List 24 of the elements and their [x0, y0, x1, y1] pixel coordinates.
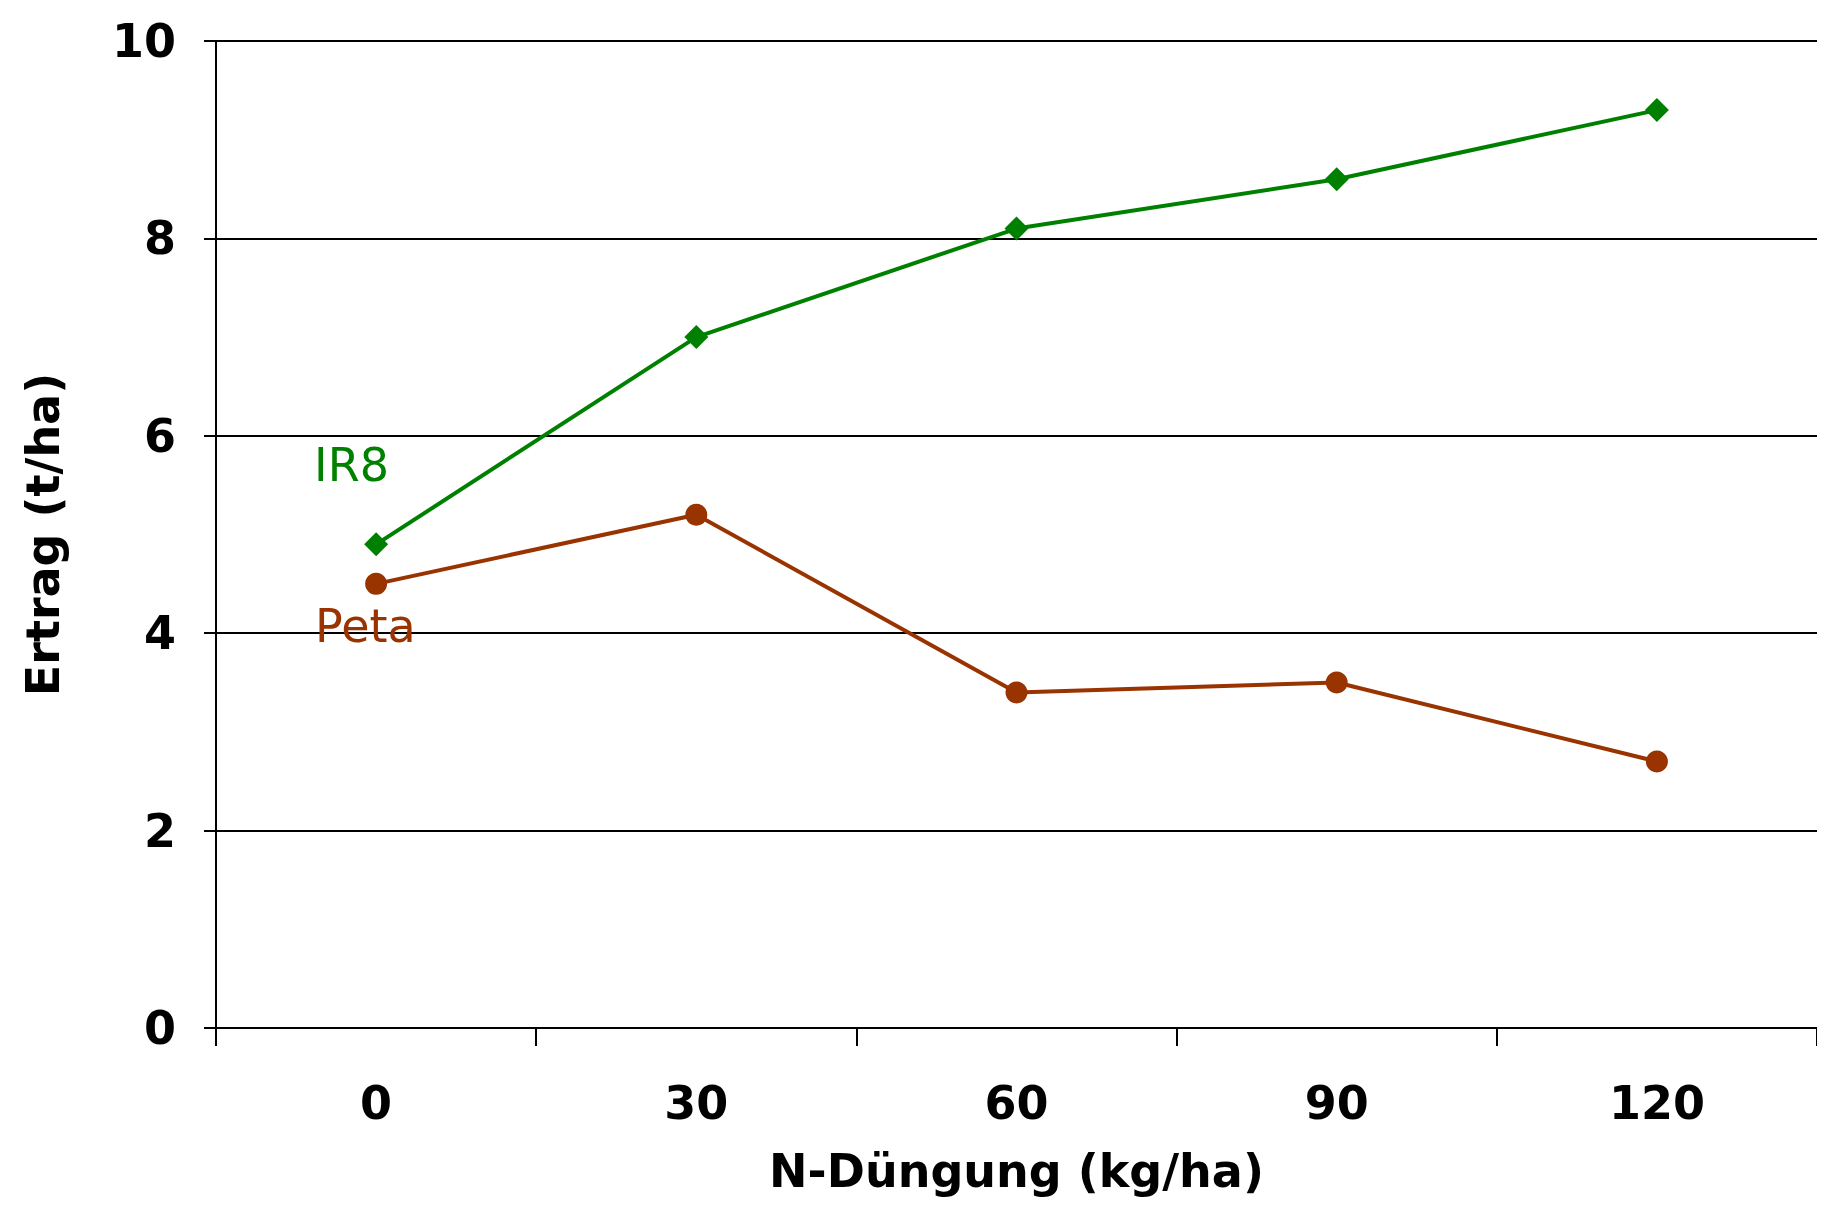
- x-tick-label: 0: [360, 1076, 393, 1130]
- point: [1324, 167, 1349, 192]
- x-tick-label: 120: [1608, 1076, 1705, 1130]
- y-axis-title: Ertrag (t/ha): [16, 372, 70, 697]
- point: [1005, 681, 1028, 704]
- point: [1004, 216, 1029, 241]
- point: [1644, 98, 1669, 123]
- x-axis-title: N-Düngung (kg/ha): [769, 1144, 1264, 1198]
- point: [684, 325, 709, 350]
- y-tick-label: 6: [143, 408, 176, 463]
- x-tick-label: 60: [984, 1076, 1049, 1130]
- point: [1645, 750, 1668, 773]
- x-tick-label: 90: [1304, 1076, 1369, 1130]
- y-tick-label: 8: [143, 211, 176, 266]
- point: [365, 572, 388, 595]
- y-tick-label: 0: [143, 1001, 176, 1055]
- point: [685, 503, 708, 526]
- point: [1325, 671, 1348, 694]
- series-label: IR8: [314, 438, 389, 493]
- y-tick-label: 2: [143, 803, 176, 858]
- y-tick-label: 10: [111, 14, 176, 68]
- x-tick-label: 30: [664, 1076, 729, 1130]
- point: [364, 532, 389, 557]
- y-tick-label: 4: [143, 606, 176, 661]
